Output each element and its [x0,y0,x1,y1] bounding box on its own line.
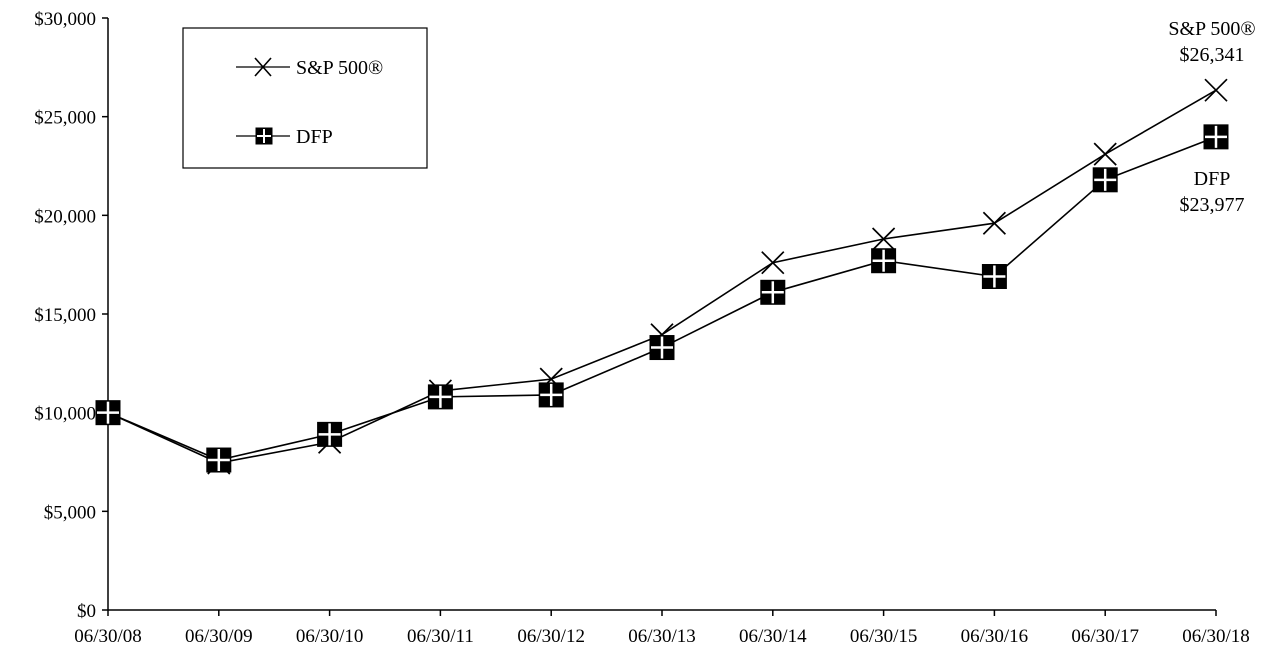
y-axis-ticks: $0 $5,000 $10,000 $15,000 $20,000 $25,000 $30,… [34,9,108,622]
x-tick-label: 06/30/10 [296,626,364,647]
series-markers [95,78,1229,475]
sp500-point-marker [871,227,896,251]
y-tick-label: $0 [77,601,96,622]
sp500-point-marker [1093,142,1117,166]
x-tick-label: 06/30/15 [850,626,918,647]
sp-end-name: S&P 500® [1168,18,1255,40]
dfp-point-marker [1092,167,1118,193]
x-tick-label: 06/30/13 [628,626,696,647]
x-axis-ticks: 06/30/08 06/30/09 06/30/10 06/30/11 06/30/12… [74,610,1250,647]
x-tick-label: 06/30/16 [961,626,1029,647]
x-tick-label: 06/30/12 [517,626,585,647]
dfp-end-value: $23,977 [1180,194,1245,216]
x-tick-label: 06/30/09 [185,626,253,647]
y-tick-label: $5,000 [44,502,96,523]
y-tick-label: $20,000 [34,206,96,227]
sp-end-value: $26,341 [1180,44,1245,66]
dfp-point-marker [206,447,232,473]
x-tick-label: 06/30/08 [74,626,142,647]
legend-dfp-label: DFP [296,126,333,148]
x-tick-label: 06/30/17 [1071,626,1139,647]
dfp-point-marker [871,248,897,274]
y-tick-label: $15,000 [34,305,96,326]
legend-dfp-marker [255,127,273,145]
y-tick-label: $30,000 [34,9,96,30]
dfp-point-marker [317,421,343,447]
x-tick-label: 06/30/14 [739,626,807,647]
series-line-1 [107,136,1217,461]
legend-box [182,27,428,169]
legend: S&P 500® DFP [182,27,428,169]
dfp-point-marker [95,400,121,426]
dfp-point-marker [981,264,1007,290]
legend-sp-label: S&P 500® [296,57,383,79]
dfp-point-marker [649,335,675,361]
dfp-end-name: DFP [1194,168,1231,190]
dfp-point-marker [538,382,564,408]
sp500-point-marker [982,211,1007,235]
y-tick-label: $25,000 [34,108,96,129]
x-tick-label: 06/30/11 [407,626,474,647]
dfp-point-marker [760,279,786,305]
sp500-point-marker [761,251,785,275]
dfp-point-marker [1203,124,1229,150]
sp500-point-marker [1204,78,1228,102]
x-tick-label: 06/30/18 [1182,626,1250,647]
legend-sp-marker [254,57,272,77]
dfp-point-marker [427,384,453,410]
y-tick-label: $10,000 [34,404,96,425]
